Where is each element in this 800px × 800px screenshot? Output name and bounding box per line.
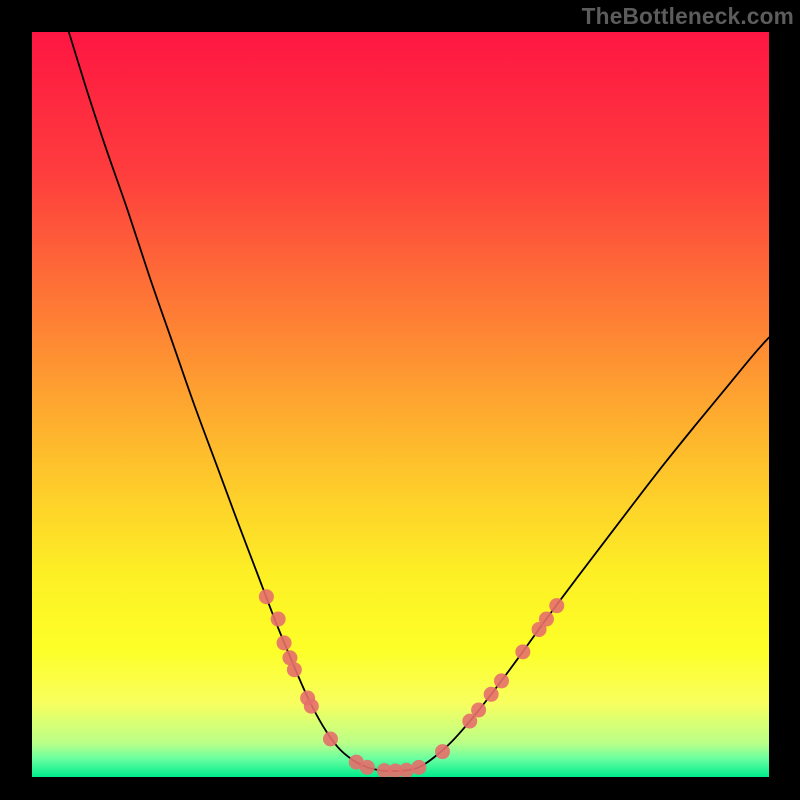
watermark-text: TheBottleneck.com	[582, 3, 794, 30]
data-marker	[411, 760, 426, 775]
data-marker	[287, 662, 302, 677]
plot-background-gradient	[32, 32, 769, 777]
data-marker	[549, 598, 564, 613]
data-marker	[304, 699, 319, 714]
data-marker	[494, 673, 509, 688]
data-marker	[271, 612, 286, 627]
data-marker	[471, 702, 486, 717]
data-marker	[323, 732, 338, 747]
data-marker	[435, 744, 450, 759]
data-marker	[360, 760, 375, 775]
data-marker	[515, 644, 530, 659]
data-marker	[277, 635, 292, 650]
data-marker	[539, 612, 554, 627]
data-marker	[259, 589, 274, 604]
chart-container: TheBottleneck.com	[0, 0, 800, 800]
data-marker	[484, 687, 499, 702]
bottleneck-curve-chart	[0, 0, 800, 800]
data-marker	[399, 763, 414, 778]
